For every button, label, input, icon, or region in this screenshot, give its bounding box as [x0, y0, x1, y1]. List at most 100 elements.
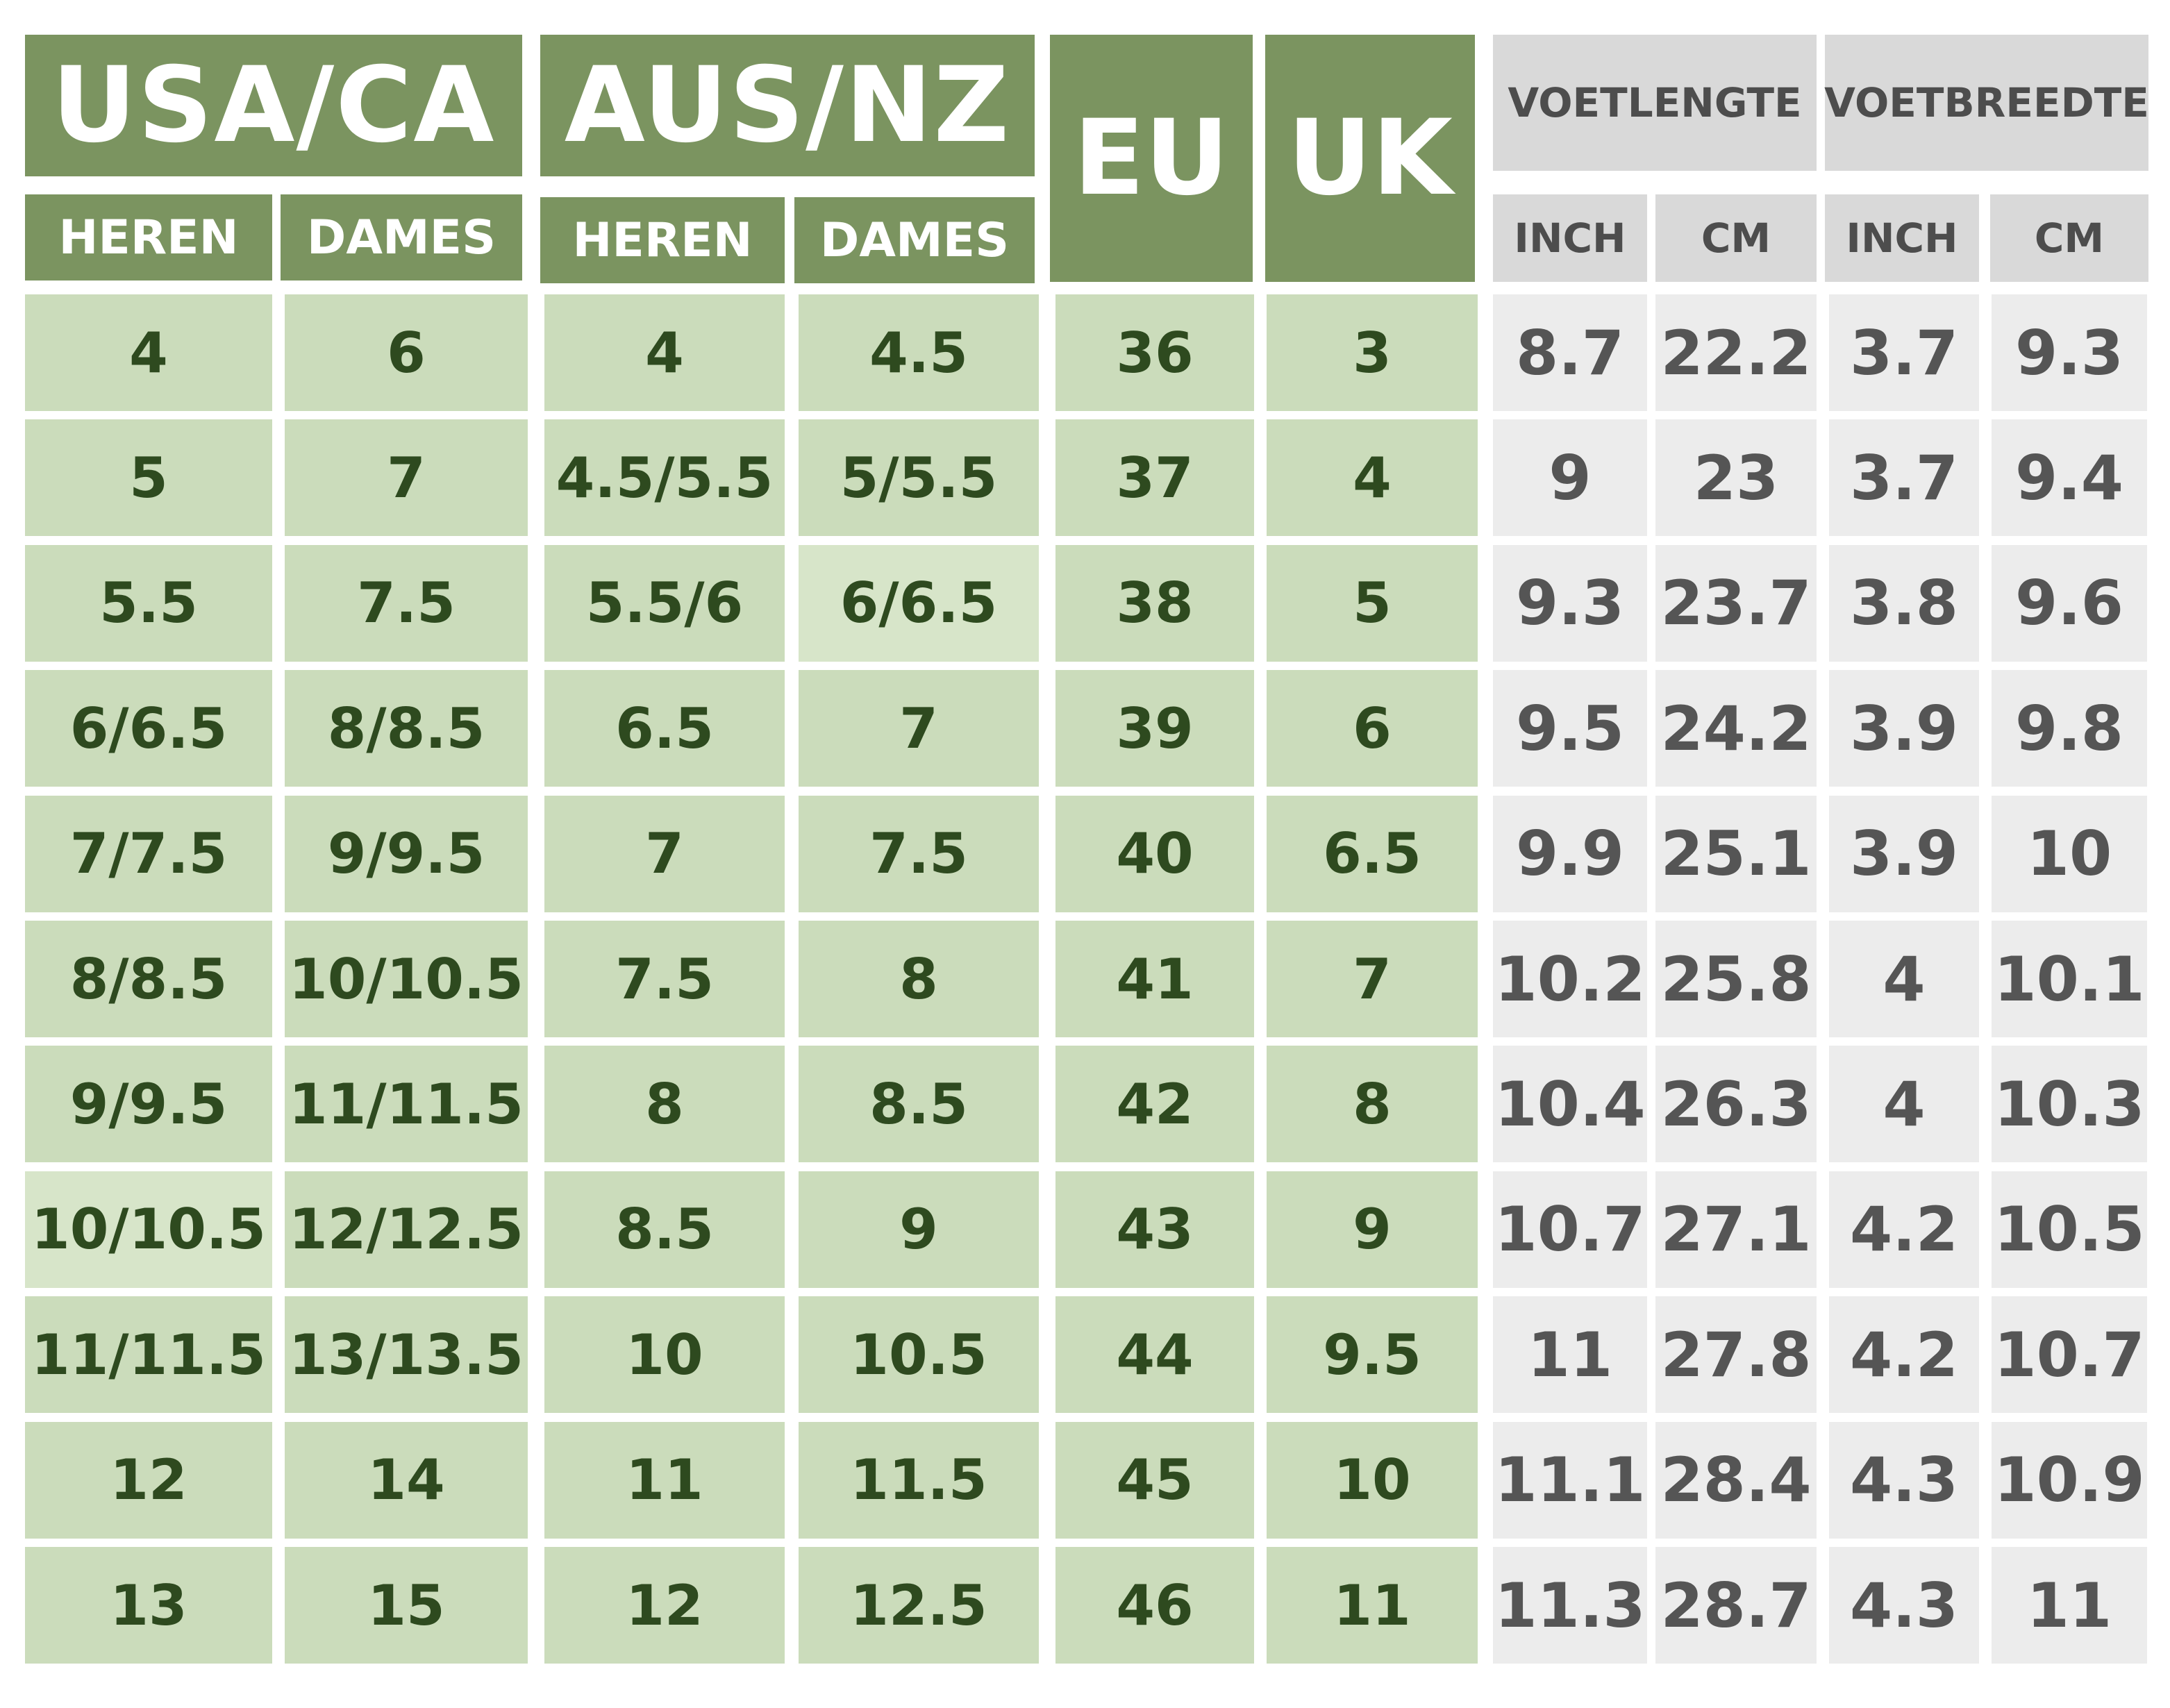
cell-eu-row-7: 42 [1055, 1046, 1254, 1163]
cell-voetbreedte-inch-row-6: 4 [1829, 921, 1979, 1037]
cell-voetbreedte-cm-row-8: 10.5 [1992, 1171, 2147, 1288]
cell-eu-row-4: 39 [1055, 670, 1254, 787]
cell-uk-row-7: 8 [1267, 1046, 1478, 1163]
cell-aus-dames-row-1: 4.5 [799, 294, 1039, 411]
cell-voetbreedte-cm-row-9: 10.7 [1992, 1296, 2147, 1414]
cell-uk-row-3: 5 [1267, 544, 1478, 662]
cell-aus-heren-row-9: 10 [544, 1296, 785, 1414]
cell-aus-dames-row-8: 9 [799, 1171, 1039, 1288]
subheader-usa-dames: DAMES [281, 194, 522, 281]
cell-eu-row-2: 37 [1055, 419, 1254, 537]
header-eu: EU [1050, 35, 1253, 282]
cell-voetlengte-inch-row-5: 9.9 [1493, 795, 1647, 912]
cell-uk-row-2: 4 [1267, 419, 1478, 537]
cell-voetbreedte-cm-row-5: 10 [1992, 795, 2147, 912]
cell-aus-heren-row-5: 7 [544, 795, 785, 912]
cell-usa-dames-row-6: 10/10.5 [285, 921, 528, 1037]
cell-usa-heren-row-9: 11/11.5 [25, 1296, 272, 1414]
cell-voetbreedte-inch-row-3: 3.8 [1829, 544, 1979, 662]
cell-aus-dames-row-11: 12.5 [799, 1547, 1039, 1664]
cell-eu-row-6: 41 [1055, 921, 1254, 1037]
cell-usa-heren-row-6: 8/8.5 [25, 921, 272, 1037]
cell-voetlengte-cm-row-3: 23.7 [1655, 544, 1817, 662]
cell-aus-dames-row-10: 11.5 [799, 1421, 1039, 1539]
cell-uk-row-6: 7 [1267, 921, 1478, 1037]
cell-voetlengte-inch-row-6: 10.2 [1493, 921, 1647, 1037]
cell-uk-row-11: 11 [1267, 1547, 1478, 1664]
cell-eu-row-1: 36 [1055, 294, 1254, 411]
cell-usa-heren-row-7: 9/9.5 [25, 1046, 272, 1163]
cell-usa-dames-row-3: 7.5 [285, 544, 528, 662]
subheader-aus-heren: HEREN [540, 197, 785, 283]
cell-voetlengte-inch-row-7: 10.4 [1493, 1046, 1647, 1163]
cell-eu-row-8: 43 [1055, 1171, 1254, 1288]
cell-voetlengte-cm-row-5: 25.1 [1655, 795, 1817, 912]
cell-aus-heren-row-7: 8 [544, 1046, 785, 1163]
cell-voetbreedte-inch-row-4: 3.9 [1829, 670, 1979, 787]
cell-uk-row-9: 9.5 [1267, 1296, 1478, 1414]
cell-voetbreedte-inch-row-2: 3.7 [1829, 419, 1979, 537]
cell-voetbreedte-cm-row-7: 10.3 [1992, 1046, 2147, 1163]
cell-usa-heren-row-11: 13 [25, 1547, 272, 1664]
cell-usa-dames-row-4: 8/8.5 [285, 670, 528, 787]
subheader-voetlengte-inch: INCH [1493, 194, 1647, 282]
cell-aus-dames-row-7: 8.5 [799, 1046, 1039, 1163]
cell-voetlengte-cm-row-4: 24.2 [1655, 670, 1817, 787]
cell-aus-dames-row-5: 7.5 [799, 795, 1039, 912]
cell-eu-row-9: 44 [1055, 1296, 1254, 1414]
cell-uk-row-10: 10 [1267, 1421, 1478, 1539]
cell-voetbreedte-inch-row-5: 3.9 [1829, 795, 1979, 912]
cell-uk-row-4: 6 [1267, 670, 1478, 787]
cell-aus-dames-row-9: 10.5 [799, 1296, 1039, 1414]
cell-eu-row-3: 38 [1055, 544, 1254, 662]
cell-usa-dames-row-11: 15 [285, 1547, 528, 1664]
cell-aus-heren-row-2: 4.5/5.5 [544, 419, 785, 537]
cell-usa-heren-row-5: 7/7.5 [25, 795, 272, 912]
cell-aus-dames-row-4: 7 [799, 670, 1039, 787]
cell-voetlengte-inch-row-4: 9.5 [1493, 670, 1647, 787]
cell-usa-dames-row-1: 6 [285, 294, 528, 411]
cell-voetbreedte-inch-row-9: 4.2 [1829, 1296, 1979, 1414]
subheader-voetbreedte-cm: CM [1990, 194, 2148, 282]
subheader-aus-dames: DAMES [794, 197, 1035, 283]
cell-voetbreedte-cm-row-4: 9.8 [1992, 670, 2147, 787]
cell-aus-dames-row-2: 5/5.5 [799, 419, 1039, 537]
cell-voetlengte-cm-row-9: 27.8 [1655, 1296, 1817, 1414]
cell-voetlengte-cm-row-7: 26.3 [1655, 1046, 1817, 1163]
header-voetlengte: VOETLENGTE [1493, 35, 1817, 171]
cell-voetbreedte-inch-row-1: 3.7 [1829, 294, 1979, 411]
cell-voetlengte-inch-row-10: 11.1 [1493, 1421, 1647, 1539]
header-uk: UK [1265, 35, 1475, 282]
cell-voetlengte-inch-row-8: 10.7 [1493, 1171, 1647, 1288]
cell-usa-heren-row-1: 4 [25, 294, 272, 411]
cell-aus-heren-row-8: 8.5 [544, 1171, 785, 1288]
cell-voetbreedte-cm-row-6: 10.1 [1992, 921, 2147, 1037]
cell-uk-row-1: 3 [1267, 294, 1478, 411]
cell-voetlengte-inch-row-9: 11 [1493, 1296, 1647, 1414]
cell-aus-heren-row-6: 7.5 [544, 921, 785, 1037]
cell-voetbreedte-inch-row-8: 4.2 [1829, 1171, 1979, 1288]
cell-voetlengte-inch-row-2: 9 [1493, 419, 1647, 537]
cell-aus-heren-row-10: 11 [544, 1421, 785, 1539]
cell-eu-row-5: 40 [1055, 795, 1254, 912]
cell-voetbreedte-inch-row-11: 4.3 [1829, 1547, 1979, 1664]
cell-usa-heren-row-4: 6/6.5 [25, 670, 272, 787]
cell-voetbreedte-cm-row-3: 9.6 [1992, 544, 2147, 662]
cell-voetlengte-cm-row-2: 23 [1655, 419, 1817, 537]
cell-voetlengte-inch-row-1: 8.7 [1493, 294, 1647, 411]
cell-eu-row-10: 45 [1055, 1421, 1254, 1539]
subheader-usa-heren: HEREN [25, 194, 272, 281]
cell-voetbreedte-cm-row-1: 9.3 [1992, 294, 2147, 411]
cell-voetbreedte-inch-row-7: 4 [1829, 1046, 1979, 1163]
cell-usa-dames-row-2: 7 [285, 419, 528, 537]
cell-aus-heren-row-11: 12 [544, 1547, 785, 1664]
cell-usa-dames-row-7: 11/11.5 [285, 1046, 528, 1163]
cell-usa-heren-row-10: 12 [25, 1421, 272, 1539]
cell-usa-heren-row-3: 5.5 [25, 544, 272, 662]
header-usa-ca: USA/CA [25, 35, 522, 176]
subheader-voetbreedte-inch: INCH [1825, 194, 1979, 282]
cell-voetlengte-cm-row-1: 22.2 [1655, 294, 1817, 411]
cell-voetbreedte-cm-row-11: 11 [1992, 1547, 2147, 1664]
cell-usa-heren-row-8: 10/10.5 [25, 1171, 272, 1288]
cell-usa-dames-row-8: 12/12.5 [285, 1171, 528, 1288]
